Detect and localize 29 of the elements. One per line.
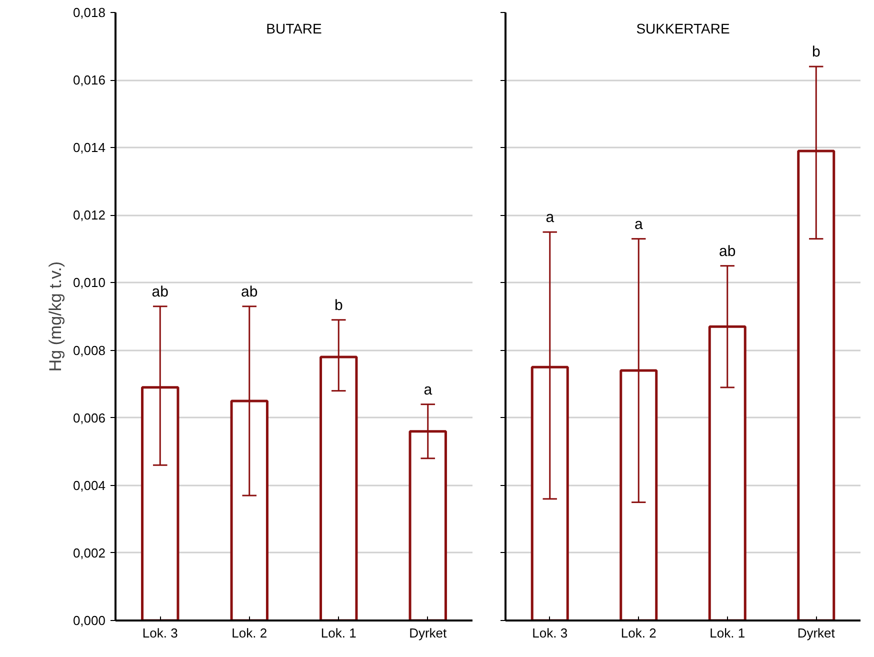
y-tick-label: 0,002 [72,545,106,560]
annotation: ab [719,242,736,260]
y-tick-label: 0,000 [72,613,106,628]
text: SUKKERTARE [636,20,730,36]
y-tick-label: 0,008 [72,342,106,358]
annotation: b [334,296,343,314]
annotation: a [424,381,433,398]
x-tick-label: Lok. 3 [532,626,568,640]
y-tick-label: 0,004 [72,478,106,493]
x-tick-label: Lok. 2 [620,626,656,640]
x-tick-label: Lok. 1 [710,626,746,640]
text: BUTARE [266,20,322,36]
annotation: a [634,216,644,233]
y-tick-label: 0,006 [72,410,106,426]
x-tick-label: Dyrket [797,626,836,640]
y-tick-label: 0,014 [72,140,106,156]
y-axis-title: Hg (mg/kg t.v.) [46,261,65,372]
annotation: a [546,209,555,226]
y-tick-label: 0,012 [72,208,106,223]
x-tick-label: Lok. 1 [320,626,356,640]
x-tick-label: Lok. 2 [232,626,268,640]
x-tick-label: Dyrket [409,626,448,640]
y-tick-label: 0,016 [72,72,106,88]
y-tick-label: 0,010 [72,275,106,290]
y-tick-label: 0,018 [72,5,106,20]
annotation: ab [152,283,168,300]
x-tick-label: Lok. 3 [142,626,178,640]
annotation: ab [241,283,258,300]
annotation: b [812,44,820,61]
